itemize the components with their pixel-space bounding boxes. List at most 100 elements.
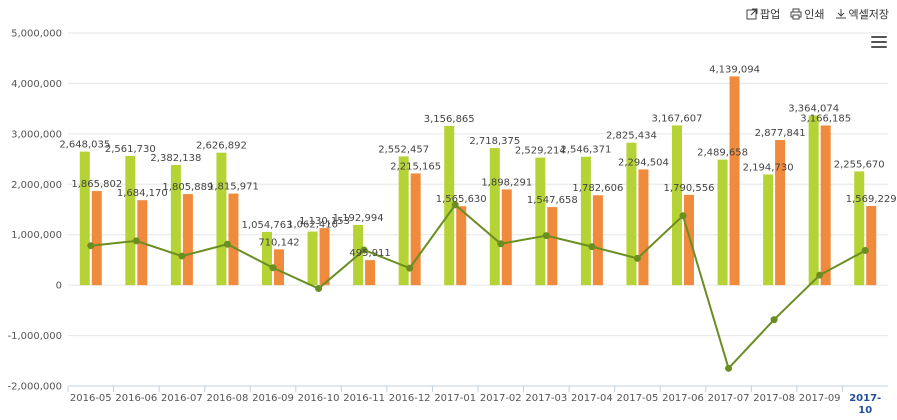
bar-series-1: [444, 125, 455, 286]
line-point: [223, 240, 231, 248]
x-tick-label: 2016-07: [161, 393, 203, 404]
data-label-series-1: 2,382,138: [150, 153, 201, 164]
bar-series-2: [592, 195, 603, 286]
line-series: [90, 203, 866, 371]
bar-series-1: [262, 231, 272, 286]
y-tick-label: 0: [56, 281, 62, 292]
y-tick-label: 3,000,000: [11, 129, 62, 140]
bar-series-2: [182, 194, 193, 286]
bar-series-1: [307, 231, 318, 286]
data-label-series-2: 1,547,658: [527, 195, 578, 206]
line-point: [87, 242, 95, 250]
data-label-series-1: 2,718,375: [469, 136, 520, 147]
bar-series-2: [228, 193, 239, 286]
data-label-series-2: 1,569,229: [846, 194, 897, 205]
x-tick-label: 2016-08: [207, 393, 249, 404]
bar-series-1: [580, 156, 591, 286]
y-tick-label: -2,000,000: [7, 382, 62, 393]
data-label-series-2: 2,294,504: [618, 157, 669, 168]
data-label-series-1: 2,255,670: [834, 159, 885, 170]
bar-series-1: [672, 125, 682, 286]
data-label-series-1: 1,192,994: [333, 213, 384, 224]
bar-series-2: [729, 76, 740, 286]
data-label-series-2: 495,911: [349, 248, 390, 259]
data-label-series-2: 2,215,165: [390, 161, 441, 172]
line-point: [861, 247, 869, 255]
data-label-series-1: 2,529,214: [515, 146, 566, 157]
bar-series-1: [717, 159, 728, 286]
popup-icon: [746, 8, 758, 20]
x-tick-label: 2017-07: [708, 393, 750, 404]
print-button[interactable]: 인쇄: [790, 6, 825, 22]
data-label-series-2: 1,790,556: [664, 183, 715, 194]
x-tick-label: 2017-04: [571, 393, 613, 404]
bar-series-2: [684, 194, 694, 286]
bar-series-2: [410, 173, 421, 286]
excel-export-label: 엑셀저장: [848, 8, 889, 21]
y-tick-label: -1,000,000: [7, 331, 62, 342]
data-label-series-2: 1,805,889: [162, 182, 213, 193]
line-point: [406, 264, 414, 272]
x-tick-label: 2016-05: [70, 393, 112, 404]
popup-button[interactable]: 팝업: [746, 6, 780, 22]
y-tick-label: 2,000,000: [11, 180, 62, 191]
popup-label: 팝업: [760, 8, 781, 21]
x-tick-label: 10: [858, 405, 872, 416]
line-point: [178, 252, 186, 260]
bar-series-1: [763, 174, 774, 286]
bar-series-2: [820, 125, 831, 286]
line-point: [770, 316, 778, 324]
x-tick-label: 2016-06: [115, 393, 157, 404]
data-label-series-2: 2,877,841: [755, 128, 806, 139]
bar-series-2: [274, 249, 284, 286]
data-label-series-2: 1,565,630: [436, 194, 487, 205]
bar-series-2: [501, 189, 512, 286]
line-point: [315, 285, 323, 293]
bar-series-2: [456, 206, 467, 286]
data-label-series-2: 1,865,802: [71, 179, 122, 190]
chart-toolbar: 팝업 인쇄 엑셀저장: [746, 6, 889, 22]
data-label-series-1: 2,552,457: [378, 144, 429, 155]
bar-series-1: [79, 151, 90, 286]
bar-series-1: [626, 142, 637, 286]
data-label-series-2: 1,684,170: [117, 188, 168, 199]
data-label-series-2: 1,782,606: [572, 183, 623, 194]
x-tick-label: 2017-01: [434, 393, 476, 404]
bar-series-1: [170, 165, 181, 286]
data-label-series-1: 2,194,730: [743, 162, 794, 173]
data-label-series-2: 1,898,291: [481, 177, 532, 188]
bar-series-2: [365, 260, 376, 286]
chart-menu-button[interactable]: [871, 36, 887, 48]
line-point: [132, 237, 140, 245]
data-label-series-2: 4,139,094: [709, 64, 760, 75]
x-tick-label: 2016-12: [389, 393, 431, 404]
bar-series-1: [125, 155, 136, 286]
data-label-series-1: 3,156,865: [424, 114, 475, 125]
x-tick-label: 2017-02: [480, 393, 522, 404]
line-point: [497, 240, 505, 248]
excel-export-button[interactable]: 엑셀저장: [835, 6, 889, 22]
line-point: [725, 364, 733, 372]
bar-series-1: [489, 148, 500, 286]
line-point: [816, 271, 824, 279]
bar-series-2: [638, 169, 649, 286]
x-tick-label: 2017-: [849, 393, 881, 404]
data-label-series-2: 1,815,971: [208, 182, 259, 193]
line-point: [588, 243, 596, 251]
bar-series-1: [398, 156, 409, 286]
line-point: [542, 232, 550, 240]
x-tick-label: 2016-10: [298, 393, 340, 404]
x-tick-label: 2016-11: [343, 393, 385, 404]
data-label-series-1: 2,489,658: [697, 148, 748, 159]
x-tick-label: 2016-09: [252, 393, 294, 404]
data-label-series-2: 1,130,153: [299, 216, 350, 227]
x-tick-label: 2017-09: [799, 393, 841, 404]
line-point: [360, 246, 368, 254]
data-label-series-1: 2,825,434: [606, 131, 657, 142]
bar-series-2: [91, 191, 102, 286]
print-label: 인쇄: [804, 8, 825, 21]
line-point: [451, 201, 459, 209]
x-tick-label: 2017-08: [753, 393, 795, 404]
bar-series-2: [866, 206, 877, 286]
